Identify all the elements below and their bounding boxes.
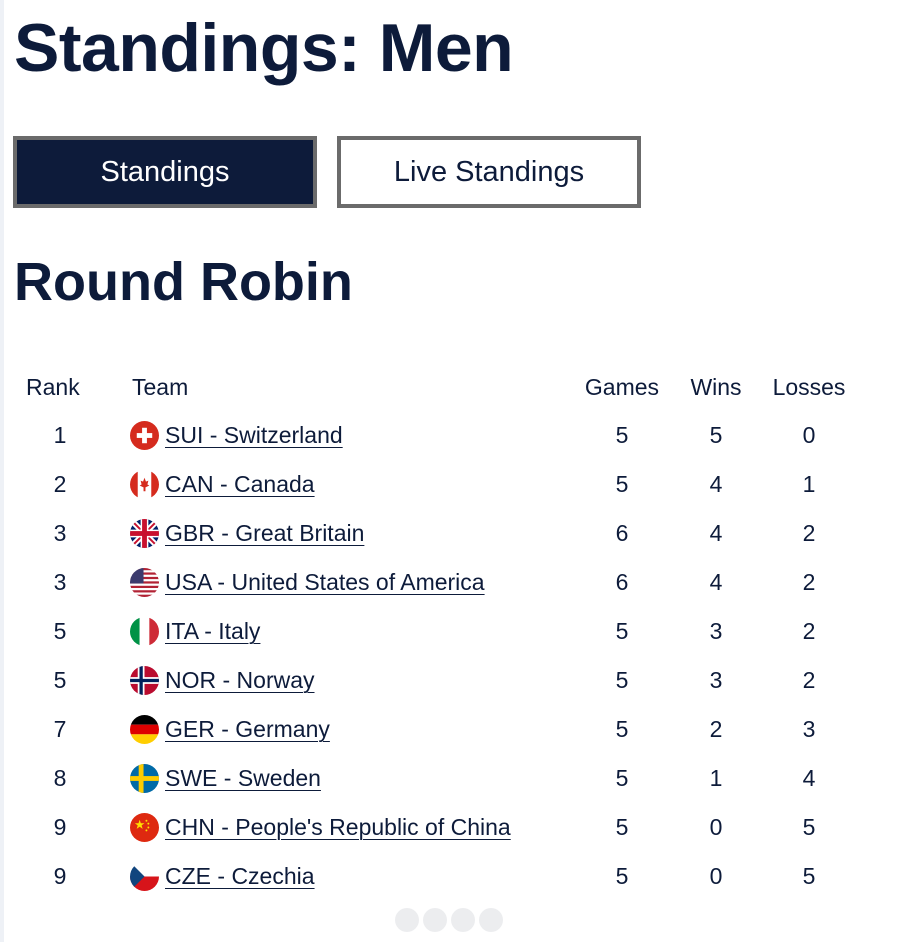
table-row: 5 ITA - Italy 5 3 2 [10, 607, 868, 656]
table-row: 8 SWE - Sweden 5 1 4 [10, 754, 868, 803]
wins-cell: 3 [709, 667, 723, 693]
canada-flag-icon [130, 470, 159, 499]
team-link[interactable]: CZE - Czechia [165, 863, 315, 889]
losses-cell: 2 [802, 569, 816, 595]
team-cell: GBR - Great Britain [110, 509, 562, 558]
table-row: 2 CAN - Canada 5 4 1 [10, 460, 868, 509]
team-cell: SUI - Switzerland [110, 411, 562, 460]
china-flag-icon [130, 813, 159, 842]
scroll-dot [479, 908, 503, 932]
rank-cell: 3 [53, 520, 67, 546]
wins-cell: 3 [709, 618, 723, 644]
header-team: Team [132, 373, 189, 400]
team-link[interactable]: USA - United States of America [165, 569, 485, 595]
tab-standings[interactable]: Standings [13, 136, 317, 208]
wins-cell: 1 [709, 765, 723, 791]
header-games: Games [584, 373, 660, 400]
rank-cell: 9 [53, 814, 67, 840]
sweden-flag-icon [130, 764, 159, 793]
team-link[interactable]: CAN - Canada [165, 471, 315, 497]
wins-cell: 4 [709, 471, 723, 497]
team-cell: ITA - Italy [110, 607, 562, 656]
games-cell: 5 [615, 863, 629, 889]
games-cell: 5 [615, 422, 629, 448]
germany-flag-icon [130, 715, 159, 744]
team-link[interactable]: ITA - Italy [165, 618, 261, 644]
table-row: 3 USA - United States of America 6 4 2 [10, 558, 868, 607]
rank-cell: 3 [53, 569, 67, 595]
games-cell: 5 [615, 667, 629, 693]
rank-cell: 1 [53, 422, 67, 448]
left-edge-bar [0, 0, 4, 942]
team-cell: GER - Germany [110, 705, 562, 754]
team-link[interactable]: CHN - People's Republic of China [165, 814, 511, 840]
rank-cell: 5 [53, 618, 67, 644]
team-link[interactable]: NOR - Norway [165, 667, 315, 693]
rank-cell: 7 [53, 716, 67, 742]
wins-cell: 4 [709, 520, 723, 546]
games-cell: 6 [615, 569, 629, 595]
games-cell: 5 [615, 618, 629, 644]
losses-cell: 4 [802, 765, 816, 791]
team-cell: CAN - Canada [110, 460, 562, 509]
team-cell: CZE - Czechia [110, 852, 562, 901]
header-losses: Losses [772, 373, 846, 400]
team-cell: CHN - People's Republic of China [110, 803, 562, 852]
games-cell: 5 [615, 765, 629, 791]
rank-cell: 5 [53, 667, 67, 693]
norway-flag-icon [130, 666, 159, 695]
standings-table: Rank Team Games Wins Losses 1 SUI - Switz… [10, 363, 868, 901]
losses-cell: 2 [802, 520, 816, 546]
table-row: 5 NOR - Norway 5 3 2 [10, 656, 868, 705]
table-row: 9 CZE - Czechia 5 0 5 [10, 852, 868, 901]
usa-flag-icon [130, 568, 159, 597]
team-cell: SWE - Sweden [110, 754, 562, 803]
header-rank: Rank [26, 373, 80, 400]
wins-cell: 2 [709, 716, 723, 742]
games-cell: 5 [615, 471, 629, 497]
table-row: 7 GER - Germany 5 2 3 [10, 705, 868, 754]
losses-cell: 2 [802, 618, 816, 644]
team-cell: USA - United States of America [110, 558, 562, 607]
scroll-dot [451, 908, 475, 932]
games-cell: 5 [615, 814, 629, 840]
losses-cell: 5 [802, 863, 816, 889]
standings-tabs: Standings Live Standings [13, 136, 641, 208]
czechia-flag-icon [130, 862, 159, 891]
games-cell: 5 [615, 716, 629, 742]
section-title: Round Robin [14, 252, 353, 312]
header-wins: Wins [690, 373, 742, 400]
losses-cell: 0 [802, 422, 816, 448]
losses-cell: 3 [802, 716, 816, 742]
table-row: 9 CHN - People's Republic of China 5 0 5 [10, 803, 868, 852]
rank-cell: 2 [53, 471, 67, 497]
wins-cell: 5 [709, 422, 723, 448]
losses-cell: 5 [802, 814, 816, 840]
scroll-dot [395, 908, 419, 932]
table-row: 3 GBR - Great Britain 6 4 2 [10, 509, 868, 558]
table-row: 1 SUI - Switzerland 5 5 0 [10, 411, 868, 460]
scroll-dot [423, 908, 447, 932]
great-britain-flag-icon [130, 519, 159, 548]
scroll-indicator [395, 906, 521, 934]
wins-cell: 0 [709, 814, 723, 840]
tab-live-standings[interactable]: Live Standings [337, 136, 641, 208]
rank-cell: 9 [53, 863, 67, 889]
team-link[interactable]: SWE - Sweden [165, 765, 321, 791]
table-header-row: Rank Team Games Wins Losses [10, 363, 868, 411]
page-title: Standings: Men [14, 10, 514, 86]
team-link[interactable]: GBR - Great Britain [165, 520, 365, 546]
rank-cell: 8 [53, 765, 67, 791]
team-link[interactable]: SUI - Switzerland [165, 422, 343, 448]
games-cell: 6 [615, 520, 629, 546]
switzerland-flag-icon [130, 421, 159, 450]
losses-cell: 1 [802, 471, 816, 497]
italy-flag-icon [130, 617, 159, 646]
wins-cell: 4 [709, 569, 723, 595]
team-cell: NOR - Norway [110, 656, 562, 705]
losses-cell: 2 [802, 667, 816, 693]
wins-cell: 0 [709, 863, 723, 889]
team-link[interactable]: GER - Germany [165, 716, 330, 742]
